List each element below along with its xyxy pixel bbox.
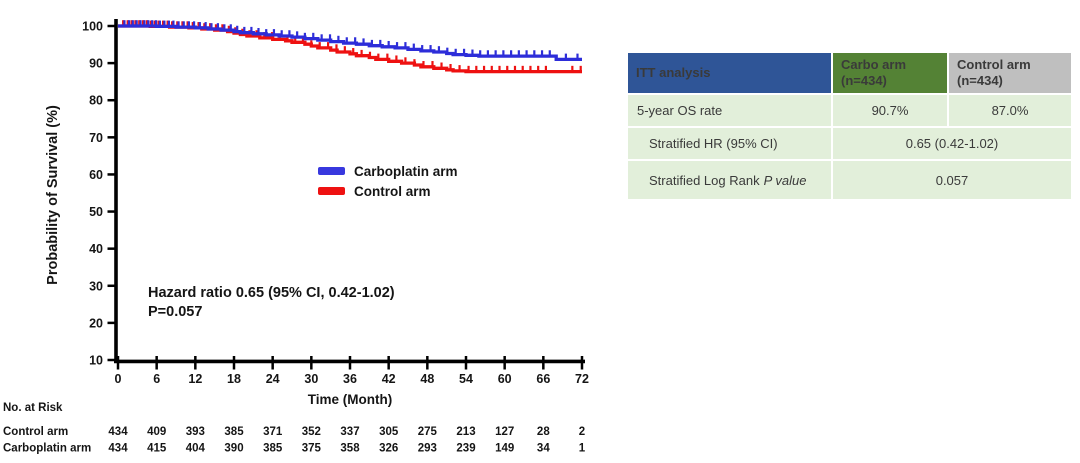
svg-text:30: 30: [89, 279, 103, 293]
os-rate-control-value: 87.0%: [949, 95, 1071, 126]
at-risk-count: 293: [418, 443, 437, 455]
at-risk-count: 352: [302, 426, 321, 438]
svg-text:6: 6: [153, 372, 160, 386]
svg-text:36: 36: [343, 372, 357, 386]
svg-text:72: 72: [575, 372, 589, 386]
at-risk-row-label: Control arm: [3, 426, 68, 438]
svg-text:50: 50: [89, 205, 103, 219]
svg-text:18: 18: [227, 372, 241, 386]
at-risk-count: 149: [495, 443, 514, 455]
itt-row-os-rate: 5-year OS rate 90.7% 87.0%: [628, 95, 1071, 126]
svg-text:66: 66: [536, 372, 550, 386]
number-at-risk-table: No. at Risk Control arm 434 409 393 385 371 352…: [3, 402, 586, 455]
at-risk-count: 390: [224, 443, 243, 455]
at-risk-count: 275: [418, 426, 438, 438]
svg-text:90: 90: [89, 57, 103, 71]
axis-titles: Time (Month) Probability of Survival (%): [45, 105, 392, 407]
y-axis-title: Probability of Survival (%): [45, 105, 61, 285]
svg-text:100: 100: [82, 20, 103, 34]
at-risk-count: 385: [224, 426, 244, 438]
logrank-label-pvalue: P value: [763, 172, 807, 188]
logrank-label-prefix: Stratified Log Rank: [649, 172, 760, 188]
at-risk-count: 415: [147, 443, 167, 455]
carboplatin-arm-curve: [118, 20, 582, 62]
at-risk-count: 127: [495, 426, 514, 438]
svg-text:48: 48: [420, 372, 434, 386]
at-risk-count: 28: [537, 426, 550, 438]
itt-header-row: ITT analysis Carbo arm (n=434) Control a…: [628, 53, 1071, 93]
logrank-label: Stratified Log Rank P value: [628, 161, 831, 199]
itt-header-carbo-n: (n=434): [841, 73, 887, 88]
itt-row-hr: Stratified HR (95% CI) 0.65 (0.42-1.02): [628, 128, 1071, 159]
itt-header-carbo-arm: Carbo arm (n=434): [833, 53, 947, 93]
svg-text:P=0.057: P=0.057: [148, 304, 202, 320]
at-risk-count: 213: [456, 426, 475, 438]
svg-text:30: 30: [304, 372, 318, 386]
itt-header-carbo-label: Carbo arm: [841, 56, 907, 72]
itt-row-logrank: Stratified Log Rank P value 0.057: [628, 161, 1071, 199]
at-risk-count: 326: [379, 443, 398, 455]
itt-header-analysis: ITT analysis: [628, 53, 831, 93]
legend: Carboplatin arm Control arm: [318, 164, 458, 199]
at-risk-count: 1: [579, 443, 586, 455]
itt-analysis-table: ITT analysis Carbo arm (n=434) Control a…: [626, 51, 1073, 201]
at-risk-count: 305: [379, 426, 399, 438]
at-risk-count: 409: [147, 426, 166, 438]
hazard-ratio-annotation: Hazard ratio 0.65 (95% CI, 0.42-1.02) P=0…: [148, 285, 395, 320]
at-risk-count: 239: [456, 443, 475, 455]
svg-text:10: 10: [89, 354, 103, 368]
svg-text:20: 20: [89, 316, 103, 330]
x-axis-title: Time (Month): [308, 392, 393, 407]
at-risk-count: 393: [186, 426, 205, 438]
at-risk-count: 34: [537, 443, 550, 455]
at-risk-count: 358: [340, 443, 360, 455]
at-risk-count: 2: [579, 426, 585, 438]
svg-text:54: 54: [459, 372, 473, 386]
svg-text:70: 70: [89, 131, 103, 145]
at-risk-title: No. at Risk: [3, 402, 63, 414]
svg-text:Hazard ratio 0.65 (95% CI, 0.4: Hazard ratio 0.65 (95% CI, 0.42-1.02): [148, 285, 395, 301]
svg-text:60: 60: [89, 168, 103, 182]
carboplatin-arm-legend-label: Carboplatin arm: [354, 164, 458, 179]
at-risk-row-label: Carboplatin arm: [3, 443, 91, 455]
svg-text:24: 24: [266, 372, 280, 386]
itt-header-control-n: (n=434): [957, 73, 1003, 88]
logrank-value: 0.057: [833, 161, 1071, 199]
at-risk-count: 371: [263, 426, 283, 438]
at-risk-count: 375: [302, 443, 322, 455]
itt-header-control-arm: Control arm (n=434): [949, 53, 1071, 93]
svg-text:12: 12: [188, 372, 202, 386]
svg-text:80: 80: [89, 94, 103, 108]
at-risk-count: 434: [108, 426, 128, 438]
itt-header-control-label: Control arm: [957, 56, 1031, 72]
at-risk-count: 337: [340, 426, 359, 438]
svg-text:40: 40: [89, 242, 103, 256]
svg-text:60: 60: [498, 372, 512, 386]
svg-text:42: 42: [382, 372, 396, 386]
at-risk-count: 434: [108, 443, 128, 455]
svg-text:0: 0: [115, 372, 122, 386]
hr-value: 0.65 (0.42-1.02): [833, 128, 1071, 159]
control-arm-legend-label: Control arm: [354, 184, 431, 199]
at-risk-count: 404: [186, 443, 206, 455]
os-rate-carbo-value: 90.7%: [833, 95, 947, 126]
itt-header-analysis-label: ITT analysis: [636, 64, 711, 80]
at-risk-count: 385: [263, 443, 283, 455]
control-arm-legend-swatch: [318, 187, 345, 195]
carboplatin-arm-legend-swatch: [318, 167, 345, 175]
hr-label: Stratified HR (95% CI): [628, 128, 831, 159]
os-rate-label: 5-year OS rate: [628, 95, 831, 126]
